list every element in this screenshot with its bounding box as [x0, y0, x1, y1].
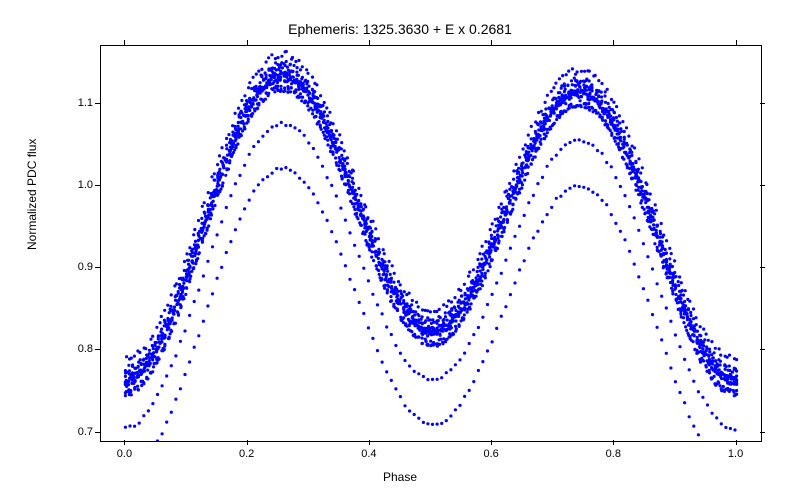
x-tick-mark: [736, 440, 737, 445]
y-tick-label: 0.7: [65, 426, 93, 438]
y-tick-mark: [760, 349, 765, 350]
x-tick-label: 0.4: [361, 448, 376, 460]
y-tick-mark: [95, 432, 100, 433]
y-tick-mark: [95, 185, 100, 186]
y-axis-label: Normalized PDC flux: [25, 230, 39, 250]
y-tick-label: 1.1: [65, 97, 93, 109]
y-tick-mark: [95, 267, 100, 268]
x-tick-mark: [124, 440, 125, 445]
y-tick-label: 0.9: [65, 261, 93, 273]
y-tick-mark: [95, 103, 100, 104]
x-tick-label: 0.0: [117, 448, 132, 460]
figure: Ephemeris: 1325.3630 + E x 0.2681 Normal…: [0, 0, 800, 500]
y-tick-mark: [760, 103, 765, 104]
y-tick-label: 0.8: [65, 343, 93, 355]
y-tick-label: 1.0: [65, 179, 93, 191]
x-tick-mark: [613, 40, 614, 45]
x-axis-label: Phase: [0, 470, 800, 484]
x-tick-mark: [124, 40, 125, 45]
chart-title: Ephemeris: 1325.3630 + E x 0.2681: [0, 21, 800, 37]
x-tick-mark: [247, 40, 248, 45]
x-tick-mark: [613, 440, 614, 445]
x-tick-label: 0.2: [239, 448, 254, 460]
x-tick-mark: [491, 40, 492, 45]
y-tick-mark: [760, 185, 765, 186]
x-tick-label: 1.0: [728, 448, 743, 460]
x-tick-mark: [736, 40, 737, 45]
x-tick-mark: [369, 440, 370, 445]
x-tick-mark: [491, 440, 492, 445]
y-tick-mark: [760, 267, 765, 268]
plot-area: [100, 45, 762, 442]
x-tick-label: 0.8: [606, 448, 621, 460]
x-tick-mark: [369, 40, 370, 45]
x-tick-label: 0.6: [483, 448, 498, 460]
x-tick-mark: [247, 440, 248, 445]
y-tick-mark: [95, 349, 100, 350]
scatter-points: [101, 46, 761, 441]
y-tick-mark: [760, 432, 765, 433]
